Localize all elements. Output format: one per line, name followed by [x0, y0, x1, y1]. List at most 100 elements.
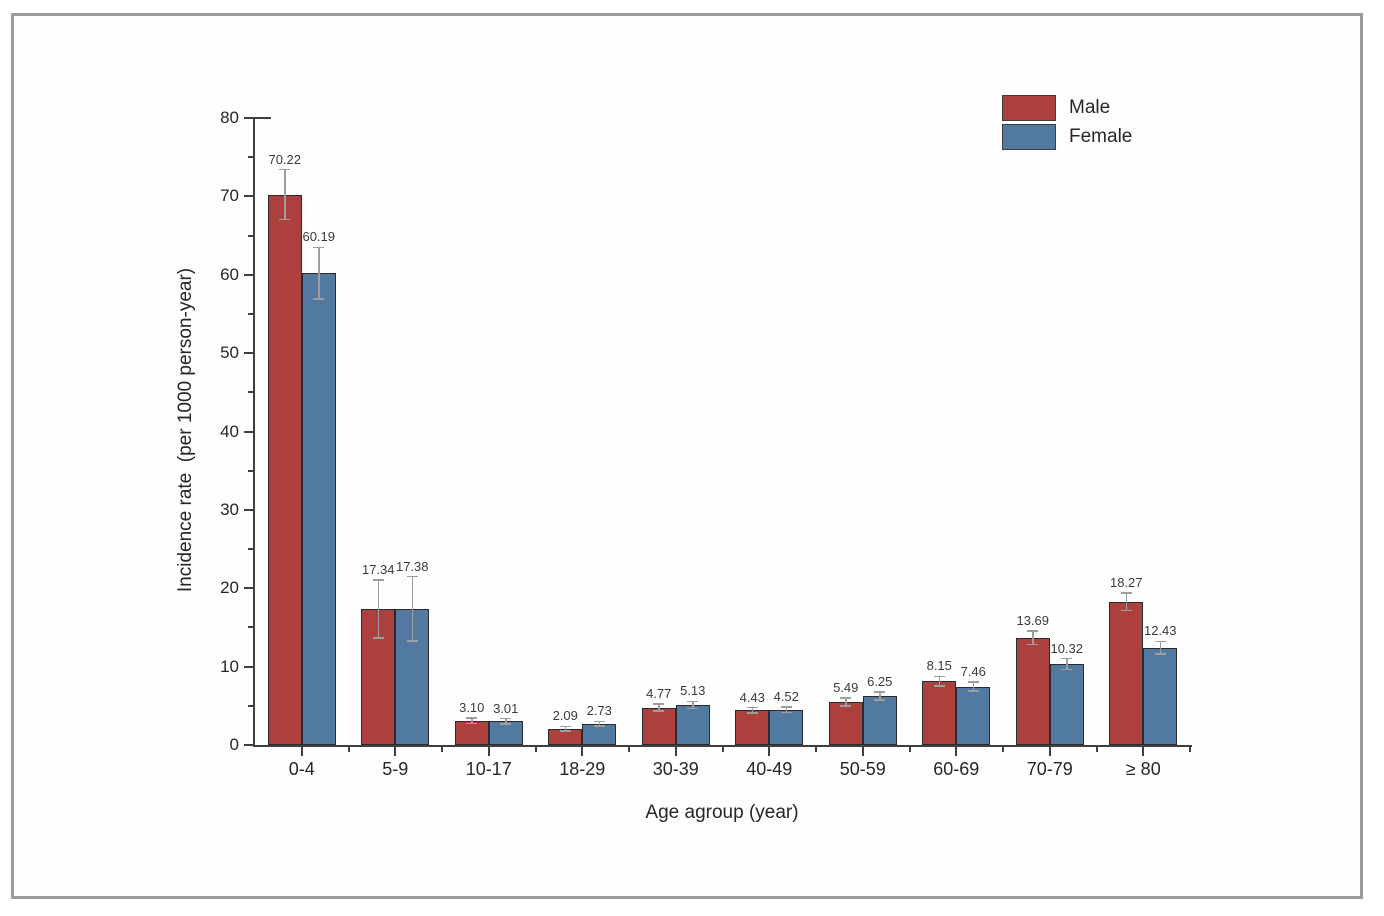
x-minor-tick [534, 747, 537, 752]
x-axis-title: Age agroup (year) [645, 802, 799, 823]
error-bar-cap [279, 218, 291, 221]
y-tick-label: 40 [220, 421, 239, 441]
error-bar-cap [1154, 640, 1166, 643]
value-label: 4.52 [773, 688, 799, 704]
error-bar-cap [874, 699, 886, 701]
value-label: 4.43 [739, 689, 765, 705]
legend-swatch-female [1002, 124, 1056, 150]
x-major-tick [1142, 747, 1145, 756]
error-bar [598, 721, 600, 726]
error-bar-cap [967, 681, 979, 683]
error-bar [1032, 631, 1034, 645]
error-bar-cap [279, 168, 291, 171]
error-bar [564, 726, 566, 731]
x-minor-tick [347, 747, 350, 752]
x-tick-label: ≥ 80 [1125, 759, 1161, 779]
error-bar-cap [746, 706, 758, 709]
value-label: 5.13 [680, 683, 706, 699]
x-tick-label: 50-59 [839, 759, 886, 779]
error-bar-cap [313, 298, 325, 300]
error-bar-cap [933, 685, 945, 687]
x-minor-tick [441, 747, 443, 752]
y-major-tick [244, 665, 253, 668]
y-axis-line [253, 117, 255, 747]
error-bar-cap [1120, 592, 1132, 594]
y-minor-tick [248, 234, 253, 237]
bar-male [454, 720, 489, 745]
x-axis-line [253, 745, 1192, 747]
legend-item: Female [1002, 124, 1132, 150]
y-tick-label: 50 [220, 343, 239, 363]
error-bar-cap [780, 706, 792, 708]
y-minor-tick [248, 469, 253, 472]
error-bar-cap [559, 730, 571, 732]
error-bar-cap [1061, 657, 1073, 660]
y-axis-title: Incidence rate (per 1000 person-year) [175, 267, 196, 593]
x-tick-label: 40-49 [746, 759, 793, 779]
error-bar-cap [559, 725, 571, 728]
x-tick-label: 0-4 [288, 759, 315, 779]
error-bar-cap [593, 725, 605, 727]
y-tick-label: 30 [220, 499, 239, 519]
error-bar [1125, 593, 1127, 611]
bar-male [735, 710, 770, 745]
value-label: 12.43 [1143, 623, 1177, 639]
error-bar-cap [466, 717, 478, 719]
bar-female [862, 696, 897, 745]
x-minor-tick [721, 747, 724, 752]
legend-label: Male [1069, 97, 1111, 118]
error-bar [505, 718, 507, 725]
bar-female [769, 709, 804, 745]
value-label: 6.25 [867, 674, 893, 690]
error-bar-cap [466, 722, 478, 725]
error-bar-cap [746, 712, 758, 714]
error-bar-cap [1027, 630, 1039, 632]
value-label: 7.46 [960, 664, 986, 680]
error-bar [377, 580, 379, 639]
bar-male [828, 701, 863, 745]
y-major-tick [244, 117, 253, 119]
y-minor-tick [248, 391, 253, 394]
error-bar-cap [967, 690, 979, 692]
bar-male [1015, 637, 1050, 745]
x-major-tick [487, 747, 490, 756]
error-bar [284, 169, 286, 220]
x-major-tick [300, 747, 303, 756]
value-label: 70.22 [268, 151, 302, 167]
y-minor-tick [248, 704, 253, 707]
value-label: 18.27 [1109, 575, 1143, 591]
y-major-tick [244, 273, 253, 276]
error-bar [879, 692, 881, 700]
value-label: 2.73 [586, 703, 612, 719]
x-major-tick [955, 747, 958, 756]
y-tick-label: 0 [229, 735, 239, 754]
error-bar-cap [840, 697, 852, 699]
x-minor-tick [815, 747, 817, 752]
y-minor-tick [248, 626, 253, 629]
bar-female [488, 721, 523, 745]
bar-female [1143, 647, 1178, 745]
error-bar [972, 682, 974, 691]
x-tick-label: 60-69 [933, 759, 980, 779]
figure-border [11, 13, 1363, 899]
error-bar-cap [874, 691, 886, 693]
x-major-tick [394, 747, 397, 756]
error-bar [938, 676, 940, 686]
error-bar-cap [653, 710, 665, 712]
bar-male [922, 681, 957, 745]
bar-male [641, 707, 676, 745]
x-major-tick [1048, 747, 1051, 756]
error-bar-cap [1061, 668, 1073, 671]
y-axis-top-cap [255, 117, 271, 119]
y-minor-tick [248, 312, 253, 315]
x-tick-label: 70-79 [1026, 759, 1073, 779]
value-label: 2.09 [552, 708, 578, 724]
error-bar-cap [1154, 653, 1166, 655]
x-minor-tick [1002, 747, 1004, 752]
x-major-tick [674, 747, 677, 756]
error-bar-cap [500, 717, 512, 720]
y-major-tick [244, 430, 253, 433]
y-major-tick [244, 195, 253, 198]
y-major-tick [244, 744, 253, 746]
